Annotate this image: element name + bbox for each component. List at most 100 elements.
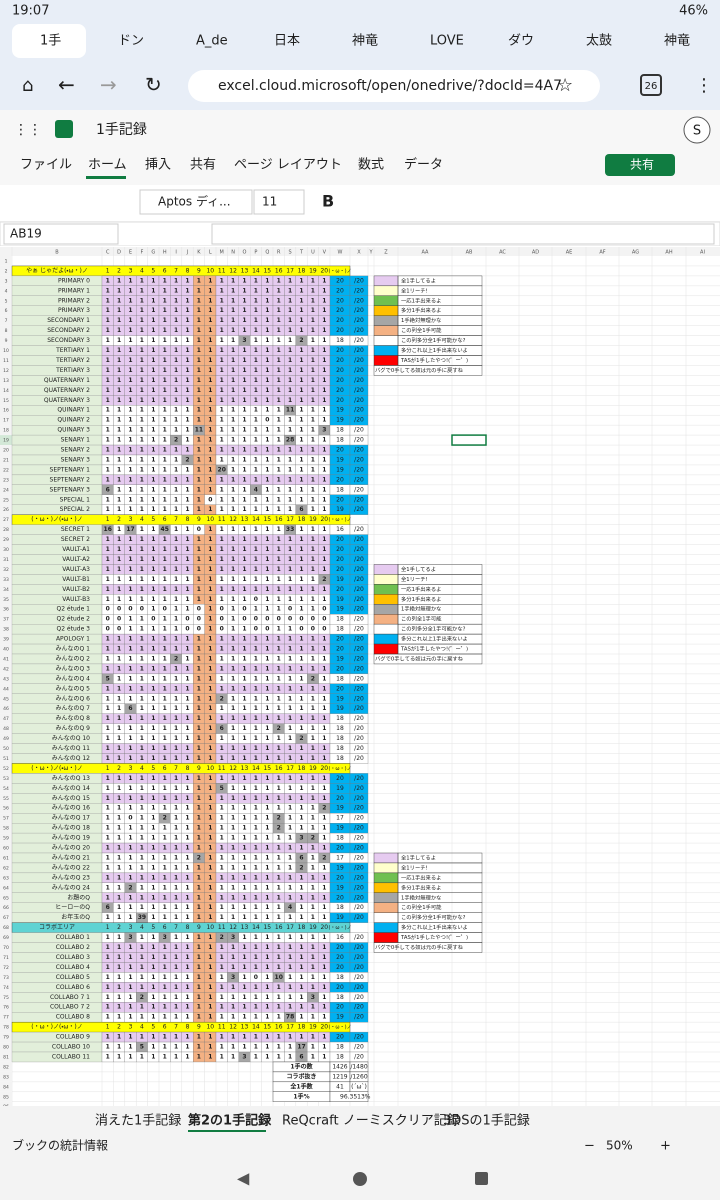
cell-value: 2	[277, 825, 281, 832]
browser-tab-title[interactable]: 日本	[274, 34, 300, 49]
nav-recents[interactable]	[475, 1172, 488, 1185]
cell-value: 1	[163, 586, 167, 593]
size-box[interactable]	[253, 189, 305, 215]
bookmark[interactable]: ☆	[557, 75, 573, 96]
cell-value: 1	[128, 566, 132, 573]
browser-tab-title[interactable]: LOVE	[430, 34, 464, 49]
home-button[interactable]: ⌂	[22, 75, 33, 96]
menu-item[interactable]: 数式	[358, 158, 384, 173]
row-label: みんなのQ 17	[52, 815, 90, 822]
browser-tab-title[interactable]: 神竜	[664, 34, 690, 49]
cell-value: 1	[185, 397, 189, 404]
address-bar[interactable]	[188, 70, 600, 102]
cell-value: 1	[299, 675, 303, 682]
cell-value: 1	[128, 427, 132, 434]
cell-value: 1	[140, 377, 144, 384]
tab-count[interactable]: 26	[645, 81, 658, 92]
row-header: 29	[3, 537, 9, 543]
cell-value: 1	[151, 377, 155, 384]
sheet-tab[interactable]: 第2の1手記録	[187, 1113, 272, 1129]
cell-value: 1	[277, 327, 281, 334]
account[interactable]	[683, 116, 711, 144]
row-header-bg	[0, 504, 12, 515]
row-label: SENARY 1	[61, 437, 91, 444]
nav-back[interactable]: ◀	[237, 1169, 250, 1188]
file-name[interactable]: 1手記録	[96, 122, 147, 138]
back-button[interactable]: ←	[58, 73, 75, 97]
font-size[interactable]: 11	[262, 195, 277, 209]
cell-value: 1	[185, 964, 189, 971]
browser-tab-title[interactable]: A_de	[196, 34, 228, 49]
menu-item[interactable]: ホーム	[88, 158, 127, 173]
cell-value: 1	[106, 456, 110, 463]
row-header: 40	[3, 647, 9, 653]
count-value: 20	[336, 1004, 344, 1011]
cell-value: 1	[106, 437, 110, 444]
cell-value: 2	[299, 735, 303, 742]
browser-tab-title[interactable]: 1手	[40, 34, 61, 49]
font-name[interactable]: Aptos ディ...	[158, 194, 231, 209]
cell-value: 1	[254, 1004, 258, 1011]
column-header: N	[231, 250, 235, 256]
cell-value: 1	[151, 934, 155, 941]
row-header: 6	[5, 308, 8, 314]
count-value: 20	[336, 287, 344, 294]
browser-tab-title[interactable]: 太鼓	[586, 34, 612, 49]
legend-text: 多分1手出来るよ	[401, 595, 441, 603]
row-label: Q2 étude 2	[56, 616, 90, 623]
account-initial[interactable]: S	[693, 124, 701, 139]
cell-value: 1	[231, 506, 235, 513]
bold-button[interactable]: B	[322, 192, 334, 211]
row-header: 57	[3, 816, 9, 822]
cell-value: 1	[220, 536, 224, 543]
url[interactable]: excel.cloud.microsoft/open/onedrive/?doc…	[218, 78, 562, 94]
cell-value: 1	[197, 904, 201, 911]
cell-value: 1	[151, 725, 155, 732]
browser-tab-title[interactable]: ドン	[118, 34, 144, 49]
row-total: /20	[354, 536, 364, 543]
share-button[interactable]: 共有	[630, 158, 654, 172]
sheet-tab[interactable]: 3DSの1手記録	[443, 1114, 530, 1129]
cell-value: 1	[311, 287, 315, 294]
cell-value: 1	[208, 795, 212, 802]
browser-tab-title[interactable]: 神竜	[352, 34, 378, 49]
cell-value: 1	[311, 894, 315, 901]
menu-item[interactable]: ファイル	[20, 158, 72, 173]
tab-count-box[interactable]	[640, 74, 662, 96]
nav-home[interactable]	[353, 1172, 367, 1186]
cell-value: 1	[128, 496, 132, 503]
summary-of: /1480	[350, 1063, 367, 1070]
cell-value: 1	[322, 934, 326, 941]
zoom-in[interactable]: +	[660, 1139, 671, 1154]
cell-value: 1	[140, 665, 144, 672]
cell-value: 1	[299, 775, 303, 782]
name-box-frame[interactable]	[3, 223, 119, 245]
cell-value: 1	[220, 745, 224, 752]
cell-value: 1	[242, 377, 246, 384]
menu-item[interactable]: ページ レイアウト	[234, 158, 342, 173]
formula-input[interactable]	[211, 223, 715, 245]
menu-item[interactable]: 挿入	[145, 158, 171, 173]
name-box[interactable]: AB19	[10, 227, 42, 241]
menu-button[interactable]: ⋮	[695, 75, 713, 96]
font-box[interactable]	[139, 189, 253, 215]
share-button-bg[interactable]	[605, 154, 675, 176]
cell-value: 1	[265, 934, 269, 941]
apps-button[interactable]: ⋮⋮	[14, 122, 42, 138]
cell-value: 1	[106, 695, 110, 702]
count-value: 18	[336, 1044, 344, 1051]
browser-tab-title[interactable]: ダウ	[508, 34, 534, 49]
reload-button[interactable]: ↻	[145, 73, 162, 97]
sheet-tab[interactable]: 消えた1手記録	[95, 1114, 181, 1129]
menu-item[interactable]: データ	[404, 157, 443, 173]
forward-button[interactable]: →	[100, 73, 117, 97]
column-number: 12	[229, 765, 237, 772]
zoom-out[interactable]: −	[584, 1139, 595, 1154]
row-header-bg	[0, 902, 12, 913]
row-header: 23	[3, 477, 9, 483]
sheet-tab[interactable]: ReQcraft ノーミスクリア記録	[282, 1114, 460, 1129]
cell-value: 1	[231, 526, 235, 533]
cell-value: 0	[311, 616, 315, 623]
cell-value: 1	[231, 417, 235, 424]
menu-item[interactable]: 共有	[190, 158, 216, 173]
